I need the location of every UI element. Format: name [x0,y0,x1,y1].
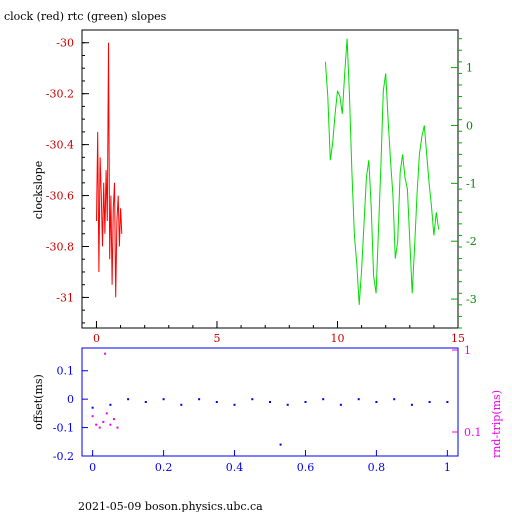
bottom-series-point-0 [393,398,396,401]
bottom-series-point-0 [269,401,271,403]
bottom-y-tick-label: 0.1 [57,365,75,378]
top-y-tick-label-left: -30.2 [46,88,74,101]
chart-title: clock (red) rtc (green) slopes [4,10,167,23]
bottom-x-tick-label: 1 [444,461,451,474]
bottom-series-point-0 [162,398,165,401]
top-y-axis-label: clockslope [32,161,45,219]
bottom-series-point-1 [116,426,119,429]
top-y-tick-label-right: -1 [466,177,477,190]
bottom-series-point-0 [233,403,236,406]
bottom-series-point-1 [102,420,105,423]
top-y-tick-label-right: -2 [466,235,477,248]
bottom-series-point-0 [286,403,289,406]
top-y-tick-label-left: -31 [56,291,74,304]
top-series-line-1 [324,38,440,305]
bottom-y-axis-left: 0.1 0 -0.1 -0.2 [53,365,88,463]
top-y-axis-left: -30 -30.2 -30.4 -30.6 -30.8 -31 [46,37,89,324]
bottom-series-point-0 [375,401,378,403]
top-plot-frame [81,29,459,329]
top-y-tick-label-right: 1 [466,62,473,75]
bottom-series-point-1 [98,426,101,429]
bottom-series-point-0 [428,401,431,403]
bottom-y-tick-label-right: 1 [464,344,471,357]
bottom-series-point-0 [304,401,307,403]
bottom-y-axis-right: 10.1 [452,344,482,439]
top-y-tick-label-right: -3 [466,293,477,306]
bottom-y-tick-label: 0 [67,393,74,406]
bottom-x-tick-label: 0.8 [368,461,386,474]
footer-text: 2021-05-09 boson.physics.ubc.ca [78,500,263,512]
bottom-series-point-1 [112,418,115,421]
bottom-series-point-0 [91,406,94,409]
bottom-series-point-0 [251,398,254,401]
bottom-y-axis-label: offset(ms) [32,374,45,430]
bottom-series-point-1 [109,423,112,426]
bottom-series-point-0 [198,398,201,401]
bottom-series-point-0 [410,403,413,406]
top-y-tick-label-right: 0 [466,119,473,132]
bottom-series-point-0 [279,443,282,446]
bottom-series-point-0 [322,398,325,401]
bottom-y-tick-label: -0.2 [53,450,74,463]
bottom-y-tick-label-right: 0.1 [464,426,482,439]
bottom-series-point-0 [446,401,449,403]
bottom-series-group [91,352,449,446]
bottom-series-point-0 [144,401,147,403]
top-x-tick-label: 10 [330,332,344,345]
top-x-tick-label: 5 [213,332,220,345]
bottom-series-point-1 [95,423,98,426]
top-y-axis-right: 1 0 -1 -2 -3 [451,38,477,329]
bottom-series-point-0 [109,403,112,406]
top-y-tick-label-left: -30.6 [46,190,74,203]
bottom-y-tick-label: -0.1 [53,422,74,435]
bottom-series-point-1 [91,415,94,418]
bottom-series-point-1 [104,352,107,355]
bottom-x-tick-label: 0.4 [226,461,244,474]
top-y-tick-label-left: -30 [56,37,74,50]
bottom-x-axis: 0 0.2 0.4 0.6 0.8 1 [89,450,451,474]
bottom-series-point-0 [357,398,360,401]
bottom-x-tick-label: 0 [89,461,96,474]
bottom-series-point-0 [339,403,342,406]
bottom-x-tick-label: 0.6 [297,461,315,474]
top-series-line-0 [96,42,123,298]
top-y-tick-label-left: -30.8 [46,240,74,253]
top-series-group [96,38,440,305]
top-x-tick-label: 15 [451,332,465,345]
top-x-tick-label: 0 [93,332,100,345]
bottom-series-point-1 [105,412,108,415]
bottom-x-tick-label: 0.2 [155,461,173,474]
top-x-axis: 0 5 10 15 [93,321,465,345]
top-y-tick-label-left: -30.4 [46,139,74,152]
bottom-y-axis-label-right: rnd-trip(ms) [490,390,503,458]
bottom-plot-frame [81,347,459,457]
bottom-series-point-0 [215,401,218,403]
bottom-series-point-0 [180,403,183,406]
bottom-series-point-0 [127,398,130,401]
